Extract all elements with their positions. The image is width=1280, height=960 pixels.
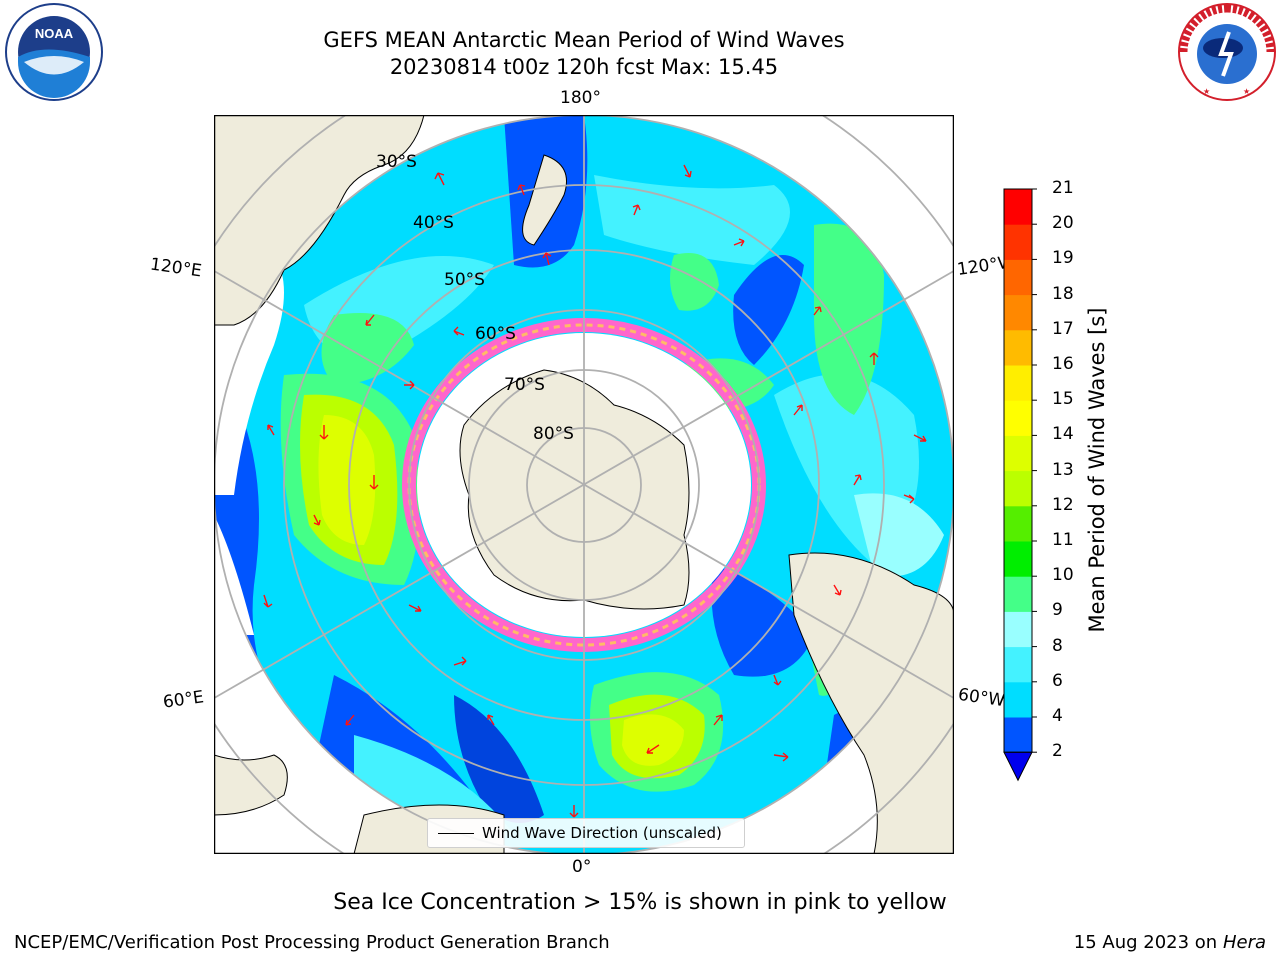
colorbar-segment bbox=[1004, 259, 1032, 296]
svg-text:★: ★ bbox=[1203, 87, 1210, 96]
legend-label: Wind Wave Direction (unscaled) bbox=[482, 824, 722, 842]
polar-map bbox=[214, 115, 954, 854]
colorbar-tick-label: 14 bbox=[1052, 424, 1074, 445]
colorbar-extend-triangle bbox=[1003, 751, 1033, 782]
colorbar-tick-label: 11 bbox=[1052, 530, 1074, 550]
colorbar-segment bbox=[1004, 541, 1032, 577]
colorbar-tick-label: 17 bbox=[1052, 318, 1074, 339]
lat-label-70s: 70°S bbox=[504, 375, 545, 395]
noaa-wordmark: NOAA bbox=[35, 26, 74, 41]
svg-text:★: ★ bbox=[1243, 87, 1250, 96]
lat-label-80s: 80°S bbox=[533, 424, 574, 444]
map-legend: Wind Wave Direction (unscaled) bbox=[427, 818, 745, 848]
colorbar-segment bbox=[1004, 365, 1032, 401]
colorbar-segment bbox=[1004, 611, 1032, 648]
legend-line-sample bbox=[438, 832, 474, 834]
colorbar-tick-label: 4 bbox=[1052, 706, 1063, 726]
colorbar-segment bbox=[1004, 224, 1032, 260]
graticule bbox=[214, 115, 954, 854]
colorbar-tick-label: 18 bbox=[1052, 283, 1074, 304]
colorbar-tick-label: 10 bbox=[1052, 565, 1074, 586]
colorbar-tick-label: 13 bbox=[1052, 459, 1074, 480]
colorbar-segment bbox=[1004, 576, 1032, 612]
colorbar-segment bbox=[1004, 294, 1032, 331]
colorbar-tick-label: 9 bbox=[1052, 600, 1063, 621]
chart-subtitle: 20230814 t00z 120h fcst Max: 15.45 bbox=[389, 55, 779, 79]
noaa-logo: NOAA bbox=[4, 2, 104, 102]
colorbar-segment bbox=[1004, 435, 1032, 472]
colorbar-segment bbox=[1004, 505, 1032, 542]
date-line: 15 Aug 2023 on Hera bbox=[1073, 932, 1266, 953]
colorbar-segment bbox=[1004, 470, 1032, 507]
colorbar-tick-label: 19 bbox=[1052, 248, 1074, 269]
lat-label-40s: 40°S bbox=[413, 213, 454, 233]
lon-label-lower-left: 60°E bbox=[161, 687, 206, 713]
wind-wave-arrows bbox=[263, 164, 927, 818]
lat-label-60s: 60°S bbox=[475, 324, 516, 344]
colorbar-segment bbox=[1004, 717, 1032, 753]
colorbar-tick-label: 15 bbox=[1052, 389, 1074, 410]
colorbar-segment bbox=[1004, 329, 1032, 366]
lon-label-upper-left: 120°E bbox=[148, 254, 203, 282]
credit-line: NCEP/EMC/Verification Post Processing Pr… bbox=[14, 932, 610, 953]
chart-title: GEFS MEAN Antarctic Mean Period of Wind … bbox=[323, 28, 845, 52]
colorbar-segment bbox=[1004, 400, 1032, 436]
colorbar-tick-label: 2 bbox=[1052, 741, 1063, 762]
colorbar-segment bbox=[1004, 646, 1032, 683]
nws-logo: ★ ★ bbox=[1177, 2, 1277, 102]
colorbar-segment bbox=[1004, 681, 1032, 718]
colorbar-tick-label: 8 bbox=[1052, 635, 1063, 656]
colorbar-tick-label: 16 bbox=[1052, 354, 1074, 374]
colorbar-tick-label: 12 bbox=[1052, 494, 1074, 515]
lon-label-bottom: 0° bbox=[572, 857, 592, 877]
colorbar-tick-label: 20 bbox=[1052, 213, 1074, 234]
colorbar-segment bbox=[1004, 189, 1032, 225]
lon-label-top: 180° bbox=[560, 88, 601, 108]
colorbar-tick-label: 6 bbox=[1052, 670, 1063, 691]
sea-ice-note: Sea Ice Concentration > 15% is shown in … bbox=[333, 890, 947, 915]
colorbar-tick-label: 21 bbox=[1052, 178, 1074, 198]
colorbar bbox=[996, 180, 1056, 790]
lat-label-50s: 50°S bbox=[444, 270, 485, 290]
lat-label-30s: 30°S bbox=[376, 152, 417, 172]
